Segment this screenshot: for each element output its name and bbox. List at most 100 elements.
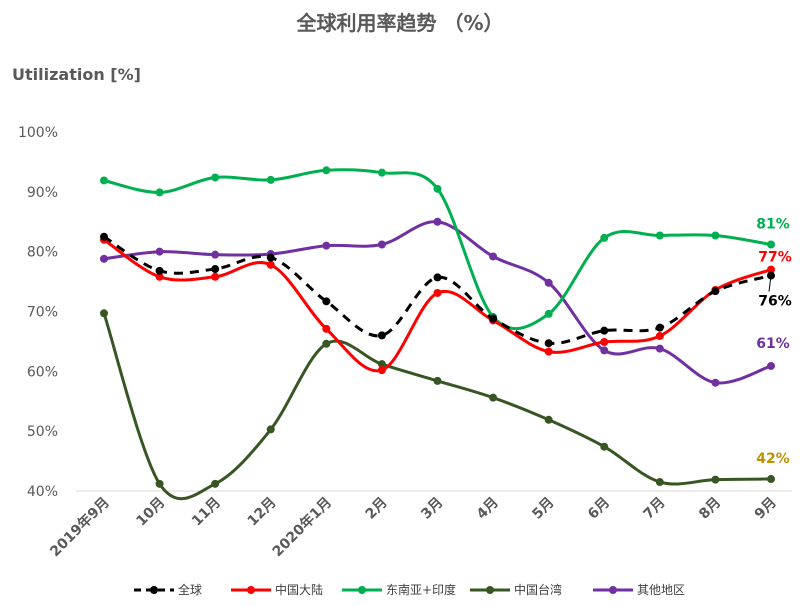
series-end-label: 76% <box>758 294 792 310</box>
data-point <box>377 240 386 249</box>
data-point <box>655 231 664 240</box>
series-end-label: 81% <box>756 216 790 232</box>
data-point <box>377 168 386 177</box>
series-end-label: 61% <box>756 336 790 352</box>
data-point <box>600 326 609 335</box>
y-axis-label: Utilization [%] <box>12 65 141 84</box>
data-point <box>544 278 553 287</box>
data-point <box>600 338 609 347</box>
data-point <box>544 309 553 318</box>
series-line <box>102 238 773 373</box>
data-point <box>211 173 220 182</box>
series-0 <box>100 232 775 348</box>
chart-title: 全球利用率趋势 （%） <box>295 11 503 35</box>
data-point <box>489 252 498 261</box>
legend-marker <box>247 586 255 594</box>
legend-label: 东南亚+印度 <box>386 582 456 597</box>
data-point <box>322 166 331 175</box>
x-tick-label: 9月 <box>752 495 780 523</box>
data-point <box>544 347 553 356</box>
x-tick-label: 3月 <box>418 495 446 523</box>
y-tick-label: 100% <box>18 125 58 141</box>
y-tick-label: 70% <box>27 305 58 321</box>
data-point <box>266 425 275 434</box>
x-tick-label: 8月 <box>696 495 724 523</box>
data-point <box>322 324 331 333</box>
data-point <box>377 331 386 340</box>
data-point <box>266 260 275 269</box>
legend-item: 中国大陆 <box>231 582 323 597</box>
y-axis-ticks: 40% 50% 60% 70% 80% 90% 100% <box>18 125 58 500</box>
y-tick-label: 60% <box>27 364 58 380</box>
data-point <box>489 314 498 323</box>
legend-marker <box>609 586 617 594</box>
data-point <box>655 478 664 487</box>
data-point <box>544 415 553 424</box>
data-point <box>433 217 442 226</box>
data-point <box>711 287 720 296</box>
legend-label: 中国大陆 <box>275 582 323 597</box>
series-end-label: 42% <box>756 451 790 467</box>
data-point <box>655 323 664 332</box>
series-3 <box>100 309 775 501</box>
data-point <box>211 272 220 281</box>
x-tick-label: 2月 <box>363 495 391 523</box>
data-point <box>377 360 386 369</box>
legend-item: 其他地区 <box>593 583 685 597</box>
series-end-label: 77% <box>758 250 792 266</box>
x-tick-label: 12月 <box>245 495 280 530</box>
data-point <box>155 188 164 197</box>
data-point <box>155 247 164 256</box>
legend-label: 全球 <box>178 582 202 597</box>
x-tick-label: 6月 <box>585 495 613 523</box>
data-point <box>600 442 609 451</box>
data-point <box>433 376 442 385</box>
y-tick-label: 90% <box>27 185 58 201</box>
legend-item: 中国台湾 <box>470 582 562 597</box>
series-4 <box>100 217 775 387</box>
data-point <box>767 265 775 274</box>
data-point <box>489 393 498 402</box>
legend: 全球 中国大陆 东南亚+印度 中国台湾 其他地区 <box>134 582 685 597</box>
data-point <box>155 272 164 281</box>
data-point <box>711 378 720 387</box>
data-point <box>100 309 108 318</box>
data-point <box>266 175 275 184</box>
data-point <box>600 346 609 355</box>
leader-line <box>768 275 772 292</box>
y-tick-label: 80% <box>27 245 58 261</box>
x-tick-label: 4月 <box>474 495 502 523</box>
legend-marker <box>150 586 158 594</box>
series-line <box>102 311 773 501</box>
data-point <box>433 184 442 193</box>
data-point <box>767 240 775 249</box>
legend-item: 东南亚+印度 <box>342 582 456 597</box>
legend-marker <box>358 586 366 594</box>
series-line <box>102 220 773 385</box>
end-labels: 76% 77% 81% 42% 61% <box>756 216 792 467</box>
data-point <box>100 254 108 263</box>
series-2 <box>100 166 775 331</box>
legend-label: 中国台湾 <box>514 582 562 597</box>
y-tick-label: 50% <box>27 424 58 440</box>
x-tick-label: 2020年1月 <box>269 494 335 560</box>
data-point <box>155 266 164 275</box>
data-point <box>155 479 164 488</box>
data-point <box>655 344 664 353</box>
data-point <box>211 479 220 488</box>
data-point <box>377 366 386 375</box>
data-point <box>322 339 331 348</box>
x-tick-label: 2019年9月 <box>47 494 113 560</box>
data-point <box>211 265 220 274</box>
series-layer <box>100 166 775 501</box>
data-point <box>322 241 331 250</box>
legend-item: 全球 <box>134 582 202 597</box>
data-point <box>433 288 442 297</box>
data-point <box>655 332 664 341</box>
y-tick-label: 40% <box>27 484 58 500</box>
legend-marker <box>486 586 494 594</box>
x-tick-label: 10月 <box>133 495 168 530</box>
data-point <box>767 475 775 484</box>
